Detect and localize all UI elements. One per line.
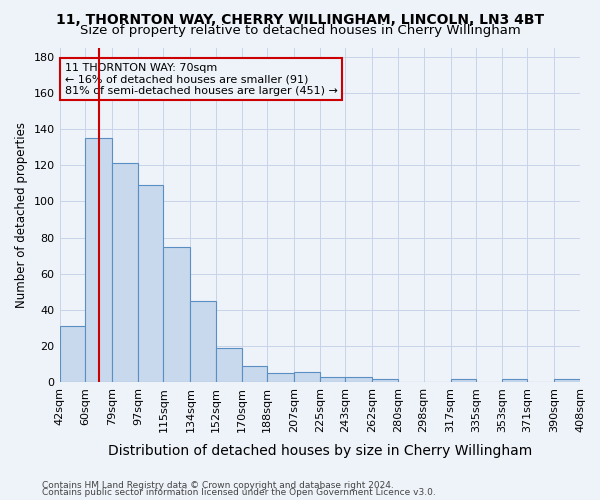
Bar — [85, 138, 112, 382]
Text: Size of property relative to detached houses in Cherry Willingham: Size of property relative to detached ho… — [80, 24, 520, 37]
Bar — [346, 377, 373, 382]
Bar — [242, 366, 267, 382]
Text: 11 THORNTON WAY: 70sqm
← 16% of detached houses are smaller (91)
81% of semi-det: 11 THORNTON WAY: 70sqm ← 16% of detached… — [65, 62, 338, 96]
Text: Contains public sector information licensed under the Open Government Licence v3: Contains public sector information licen… — [42, 488, 436, 497]
Text: Contains HM Land Registry data © Crown copyright and database right 2024.: Contains HM Land Registry data © Crown c… — [42, 480, 394, 490]
Bar — [267, 374, 294, 382]
Bar — [216, 348, 242, 382]
Text: 11, THORNTON WAY, CHERRY WILLINGHAM, LINCOLN, LN3 4BT: 11, THORNTON WAY, CHERRY WILLINGHAM, LIN… — [56, 12, 544, 26]
Bar — [373, 379, 398, 382]
Bar — [451, 379, 476, 382]
Bar — [163, 246, 190, 382]
Bar — [112, 164, 138, 382]
Bar — [554, 379, 580, 382]
X-axis label: Distribution of detached houses by size in Cherry Willingham: Distribution of detached houses by size … — [107, 444, 532, 458]
Bar — [59, 326, 85, 382]
Bar — [502, 379, 527, 382]
Bar — [294, 372, 320, 382]
Y-axis label: Number of detached properties: Number of detached properties — [15, 122, 28, 308]
Bar — [320, 377, 346, 382]
Bar — [138, 185, 163, 382]
Bar — [190, 301, 216, 382]
